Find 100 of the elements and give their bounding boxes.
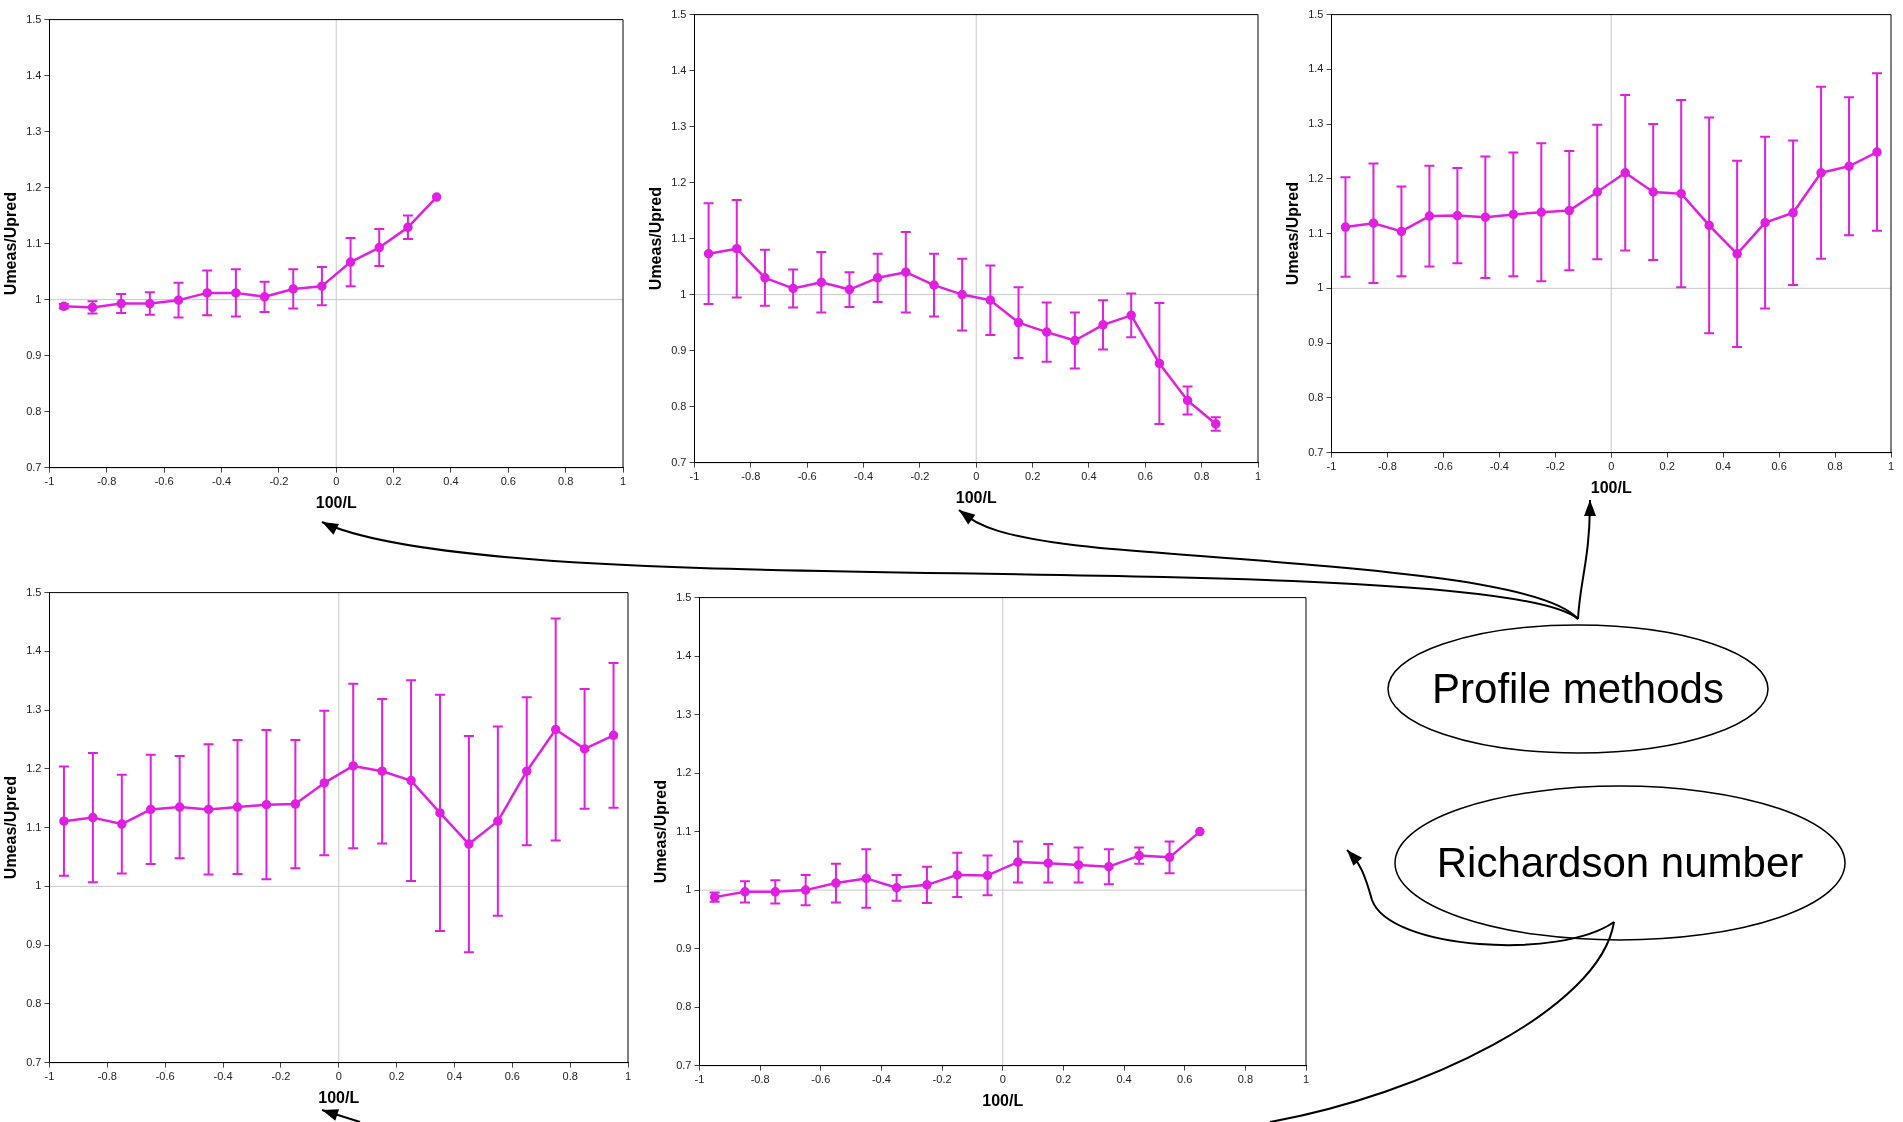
x-tick-label: -0.2 (932, 1073, 952, 1086)
y-tick-label: 1.2 (671, 175, 687, 188)
y-tick-label: 1.5 (26, 12, 42, 25)
y-tick-label: 1.3 (26, 703, 42, 716)
x-tick-label: 1 (624, 1070, 632, 1083)
y-tick-label: 0.8 (671, 399, 687, 412)
x-axis-title: 100/L (955, 488, 997, 506)
y-tick-label: 1.1 (676, 824, 692, 837)
x-tick-label: 0.2 (1024, 470, 1041, 483)
x-tick-label: -0.8 (97, 1070, 117, 1083)
y-tick-label: 1.4 (1308, 62, 1324, 75)
x-tick-label: 0.2 (385, 475, 402, 488)
x-tick-label: -1 (44, 475, 55, 488)
x-tick-label: 0.2 (388, 1070, 405, 1083)
x-tick-label: 0.6 (1137, 470, 1153, 483)
y-tick-label: 0.7 (26, 460, 42, 473)
y-tick-label: 1.2 (676, 766, 692, 779)
y-tick-label: 0.9 (1308, 336, 1324, 349)
x-tick-label: 0.8 (558, 475, 574, 488)
y-tick-label: 0.8 (1308, 390, 1324, 403)
y-tick-label: 1.5 (671, 7, 687, 20)
point (1195, 826, 1205, 837)
x-tick-label: 0 (333, 475, 340, 488)
x-tick-label: -0.8 (741, 470, 761, 483)
y-tick-label: 0.9 (26, 348, 42, 361)
y-tick-label: 1.5 (26, 585, 42, 598)
y-tick-label: 0.8 (676, 1000, 692, 1013)
y-tick-label: 1.2 (26, 180, 42, 193)
x-tick-label: 0.4 (1715, 460, 1731, 473)
text: Profile methods (1432, 665, 1724, 713)
y-axis-title: Umeas/Upred (2, 192, 20, 296)
x-tick-label: -1 (44, 1070, 55, 1083)
y-tick-label: 0.8 (26, 404, 42, 417)
y-tick-label: 1 (1317, 281, 1324, 294)
x-tick-label: -0.8 (97, 475, 117, 488)
y-tick-label: 1.4 (676, 649, 692, 662)
x-tick-label: 0.4 (1081, 470, 1097, 483)
x-tick-label: -0.4 (871, 1073, 891, 1086)
x-tick-label: -1 (694, 1073, 705, 1086)
x-tick-label: -0.2 (1545, 460, 1565, 473)
x-tick-label: 0.4 (446, 1070, 463, 1083)
y-axis-title: Umeas/Upred (647, 187, 665, 291)
x-tick-label: 0 (999, 1073, 1006, 1086)
x-tick-label: 0.6 (1177, 1073, 1193, 1086)
y-tick-label: 0.9 (676, 941, 692, 954)
y-tick-label: 1.5 (676, 590, 692, 603)
x-axis-title: 100/L (982, 1091, 1024, 1109)
x-tick-label: -0.6 (154, 475, 174, 488)
x-tick-label: 1 (1254, 470, 1262, 483)
x-tick-label: 0 (335, 1070, 342, 1083)
y-tick-label: 0.7 (1308, 445, 1324, 458)
y-tick-label: 1.1 (1308, 226, 1324, 239)
x-tick-label: 0.8 (1237, 1073, 1253, 1086)
y-tick-label: 0.8 (26, 996, 42, 1009)
y-tick-label: 0.7 (26, 1055, 42, 1068)
x-tick-label: 0 (1608, 460, 1615, 473)
y-tick-label: 1.3 (1308, 117, 1324, 130)
y-axis-title: Umeas/Upred (2, 776, 20, 880)
x-tick-label: 1 (1887, 460, 1895, 473)
y-tick-label: 0.9 (26, 938, 42, 951)
y-tick-label: 1 (35, 879, 42, 892)
y-tick-label: 1.4 (671, 63, 687, 76)
y-tick-label: 1.3 (671, 119, 687, 132)
y-tick-label: 1.1 (26, 236, 42, 249)
x-axis-title: 100/L (315, 493, 357, 511)
text: Richardson number (1436, 839, 1804, 887)
x-tick-label: -0.6 (1433, 460, 1453, 473)
x-tick-label: 0.6 (504, 1070, 520, 1083)
x-tick-label: -0.2 (269, 475, 289, 488)
x-tick-label: -0.4 (212, 475, 232, 488)
x-tick-label: 1 (619, 475, 627, 488)
x-axis-title: 100/L (318, 1088, 360, 1106)
x-tick-label: -1 (689, 470, 700, 483)
y-axis-title: Umeas/Upred (1284, 182, 1302, 286)
x-tick-label: 0.4 (443, 475, 459, 488)
y-tick-label: 1 (680, 287, 687, 300)
y-tick-label: 1.3 (676, 707, 692, 720)
x-axis-title: 100/L (1590, 478, 1632, 496)
x-tick-label: 0 (973, 470, 980, 483)
x-tick-label: 0.8 (562, 1070, 578, 1083)
y-tick-label: 1 (35, 292, 42, 305)
x-tick-label: -0.6 (811, 1073, 831, 1086)
x-tick-label: 0.8 (1194, 470, 1210, 483)
x-tick-label: -1 (1326, 460, 1337, 473)
point (431, 192, 442, 202)
y-tick-label: 0.7 (676, 1058, 692, 1071)
y-tick-label: 1.3 (26, 124, 42, 137)
y-tick-label: 1.2 (26, 761, 42, 774)
y-tick-label: 1.1 (26, 820, 42, 833)
x-tick-label: -0.2 (271, 1070, 291, 1083)
y-tick-label: 0.9 (671, 343, 687, 356)
y-tick-label: 1.5 (1308, 7, 1324, 20)
x-tick-label: 0.2 (1659, 460, 1675, 473)
y-tick-label: 1.1 (671, 231, 687, 244)
x-tick-label: 0.4 (1116, 1073, 1132, 1086)
y-tick-label: 1.2 (1308, 171, 1324, 184)
y-tick-label: 1.4 (26, 644, 42, 657)
x-tick-label: -0.4 (213, 1070, 233, 1083)
y-tick-label: 1 (685, 883, 692, 896)
x-tick-label: -0.4 (1489, 460, 1509, 473)
